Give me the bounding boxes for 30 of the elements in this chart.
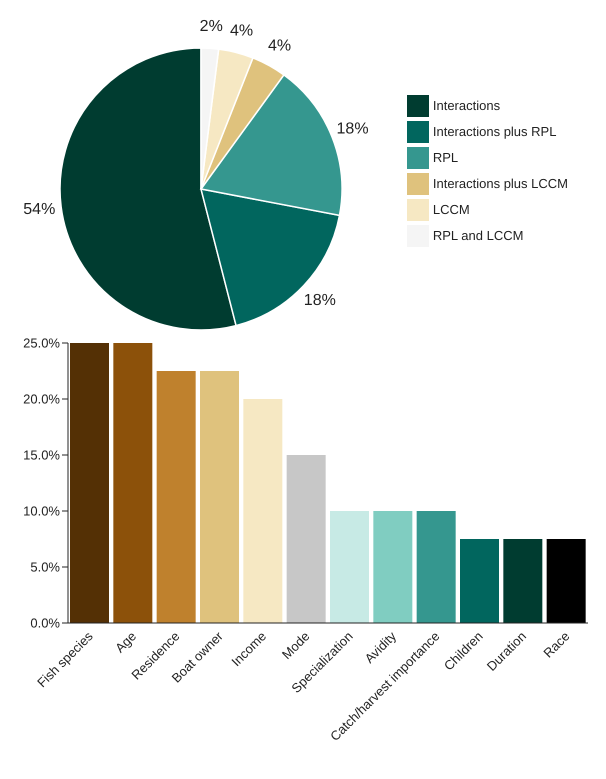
- y-tick-label: 0.0%: [30, 616, 60, 631]
- bar: [70, 343, 109, 623]
- legend-label: Interactions: [432, 98, 500, 112]
- legend-label: RPL: [432, 150, 458, 164]
- bar: [546, 539, 586, 623]
- y-tick-label: 10.0%: [23, 504, 60, 519]
- data-label: 4%: [230, 22, 254, 40]
- data-label: 54%: [23, 200, 56, 218]
- legend-label: RPL and LCCM: [432, 228, 524, 242]
- legend-label: LCCM: [432, 202, 470, 216]
- data-label: 18%: [336, 120, 369, 138]
- bar: [243, 399, 282, 623]
- legend-label: Interactions plus LCCM: [432, 176, 568, 190]
- y-tick-label: 20.0%: [23, 392, 60, 407]
- y-tick-label: 15.0%: [23, 448, 60, 463]
- y-tick-label: 5.0%: [30, 560, 60, 575]
- bar: [460, 539, 499, 623]
- bar: [156, 371, 196, 623]
- y-tick-label: 25.0%: [23, 336, 60, 351]
- bar: [373, 511, 412, 623]
- bar: [113, 343, 152, 623]
- bar: [200, 371, 239, 623]
- data-label: 2%: [200, 18, 223, 35]
- bar: [286, 455, 326, 623]
- bar: [416, 511, 456, 623]
- data-label: 4%: [268, 38, 292, 55]
- data-label: 18%: [304, 292, 336, 310]
- bar: [330, 511, 369, 623]
- legend-label: Interactions plus RPL: [432, 124, 556, 138]
- bar: [503, 539, 542, 623]
